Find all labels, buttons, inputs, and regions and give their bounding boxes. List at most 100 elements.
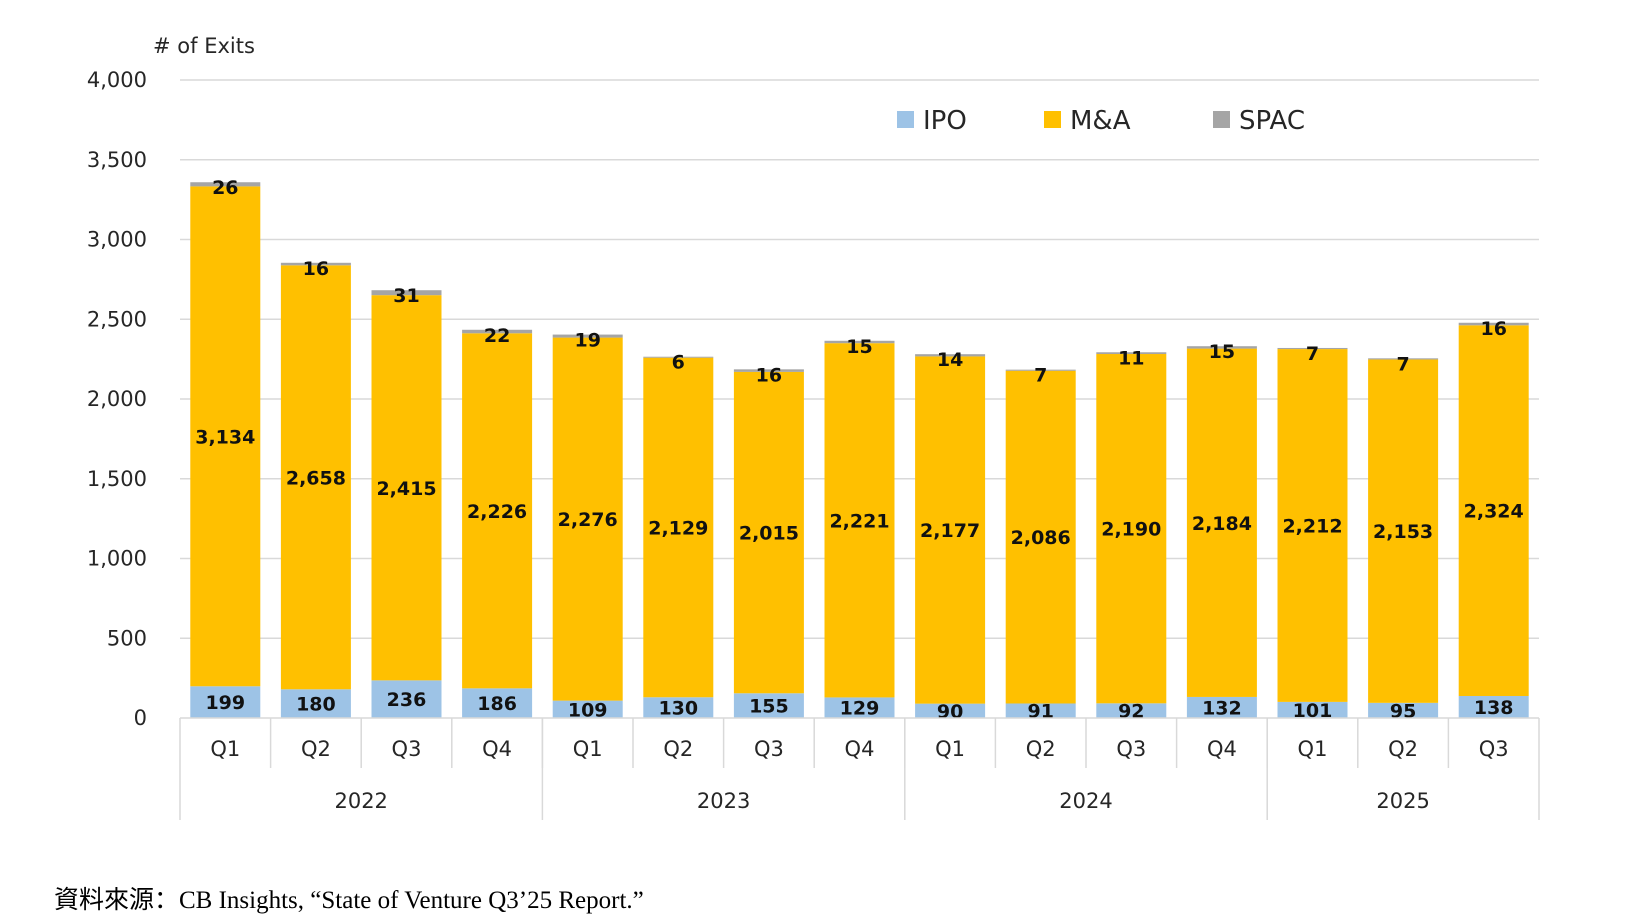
x-tick-label: Q2 xyxy=(1388,737,1418,761)
bar-spac-segment xyxy=(462,329,533,334)
data-label: 155 xyxy=(749,696,789,718)
bars xyxy=(190,182,1529,718)
x-tick-label: Q2 xyxy=(663,737,693,761)
x-tick-label: Q4 xyxy=(482,737,512,761)
y-tick-label: 1,000 xyxy=(87,547,147,571)
data-label: 31 xyxy=(393,285,419,307)
bar-spac-segment xyxy=(371,290,442,296)
y-tick-label: 3,000 xyxy=(87,228,147,252)
bar-ma-segment xyxy=(915,356,986,704)
y-tick-label: 2,500 xyxy=(87,307,147,331)
data-label: 236 xyxy=(387,689,427,711)
data-label: 11 xyxy=(1118,347,1144,369)
bar-ma-segment xyxy=(1005,370,1076,704)
x-group-label: 2024 xyxy=(1059,789,1112,813)
bar-spac-segment xyxy=(1005,369,1076,371)
data-label: 19 xyxy=(574,330,600,352)
bar-ipo-segment xyxy=(1458,695,1529,718)
x-tick-label: Q3 xyxy=(392,737,422,761)
bar-ipo-segment xyxy=(1368,702,1439,718)
data-label: 109 xyxy=(568,699,608,721)
data-label: 22 xyxy=(484,325,510,347)
data-label: 26 xyxy=(212,177,238,199)
bar-ipo-segment xyxy=(733,693,804,718)
data-label: 180 xyxy=(296,694,336,716)
data-label: 95 xyxy=(1390,700,1416,722)
bar-spac-segment xyxy=(733,369,804,372)
y-axis-ticks: 0 500 1,000 1,500 2,000 2,500 3,000 3,500 4,000 xyxy=(87,68,147,730)
y-tick-label: 500 xyxy=(107,626,147,650)
bar-ipo-segment xyxy=(915,703,986,718)
bar-ma-segment xyxy=(1368,359,1439,703)
data-label: 16 xyxy=(1480,318,1506,340)
data-label: 101 xyxy=(1293,700,1333,722)
bar-ma-segment xyxy=(552,337,623,701)
legend-label: M&A xyxy=(1070,106,1131,136)
x-group-label: 2023 xyxy=(697,789,750,813)
y-tick-label: 2,000 xyxy=(87,387,147,411)
bar-ipo-segment xyxy=(190,686,261,718)
bar-ma-segment xyxy=(824,343,895,698)
bar-spac-segment xyxy=(915,354,986,357)
data-label: 16 xyxy=(756,364,782,386)
data-label: 7 xyxy=(1034,365,1047,387)
bar-spac-segment xyxy=(552,334,623,338)
data-label: 2,184 xyxy=(1192,513,1252,535)
legend-label: IPO xyxy=(923,106,967,136)
data-label: 3,134 xyxy=(195,426,255,448)
bar-spac-segment xyxy=(1368,358,1439,360)
data-label: 2,276 xyxy=(558,509,618,531)
bar-ipo-segment xyxy=(280,689,351,718)
bar-spac-segment xyxy=(1277,347,1348,350)
bar-ma-segment xyxy=(643,357,714,698)
x-tick-label: Q1 xyxy=(1298,737,1328,761)
bar-ma-segment xyxy=(1458,325,1529,696)
bar-ipo-segment xyxy=(643,697,714,718)
y-tick-label: 3,500 xyxy=(87,148,147,172)
bar-ipo-segment xyxy=(1186,696,1257,718)
data-label: 91 xyxy=(1027,701,1053,723)
data-label: 14 xyxy=(937,349,963,371)
x-tick-label: Q2 xyxy=(1026,737,1056,761)
x-group-label: 2025 xyxy=(1376,789,1429,813)
bar-spac-segment xyxy=(1186,346,1257,349)
data-label: 2,658 xyxy=(286,467,346,489)
data-label: 2,129 xyxy=(648,517,708,539)
x-tick-label: Q1 xyxy=(935,737,965,761)
bar-spac-segment xyxy=(824,340,895,344)
data-label: 2,226 xyxy=(467,501,527,523)
bar-ipo-segment xyxy=(1096,703,1167,718)
legend-swatch-ma xyxy=(1044,111,1061,128)
bar-ipo-segment xyxy=(824,697,895,718)
bar-ma-segment xyxy=(462,333,533,689)
data-label: 15 xyxy=(1209,341,1235,363)
x-tick-label: Q1 xyxy=(210,737,240,761)
legend-swatch-spac xyxy=(1213,111,1230,128)
bar-ma-segment xyxy=(733,371,804,694)
bar-ma-segment xyxy=(1277,349,1348,702)
data-label: 2,177 xyxy=(920,520,980,542)
y-axis-title: # of Exits xyxy=(153,34,255,58)
data-label: 7 xyxy=(1306,343,1319,365)
data-label: 2,324 xyxy=(1464,501,1524,523)
bar-ipo-segment xyxy=(552,700,623,718)
x-tick-label: Q1 xyxy=(573,737,603,761)
data-label: 2,190 xyxy=(1101,519,1161,541)
bar-spac-segment xyxy=(1096,352,1167,355)
data-label: 138 xyxy=(1474,697,1514,719)
bar-ma-segment xyxy=(190,186,261,687)
bar-ipo-segment xyxy=(1005,703,1076,718)
bar-spac-segment xyxy=(1458,322,1529,326)
data-label: 90 xyxy=(937,701,963,723)
data-label: 6 xyxy=(672,352,685,374)
bar-spac-segment xyxy=(190,182,261,187)
x-tick-label: Q3 xyxy=(1479,737,1509,761)
x-tick-label: Q4 xyxy=(1207,737,1237,761)
bar-ma-segment xyxy=(280,265,351,690)
x-tick-label: Q2 xyxy=(301,737,331,761)
y-tick-label: 0 xyxy=(134,706,147,730)
bar-ipo-segment xyxy=(462,688,533,718)
legend-swatch-ipo xyxy=(897,111,914,128)
data-label: 2,212 xyxy=(1282,515,1342,537)
data-label: 2,221 xyxy=(829,510,889,532)
